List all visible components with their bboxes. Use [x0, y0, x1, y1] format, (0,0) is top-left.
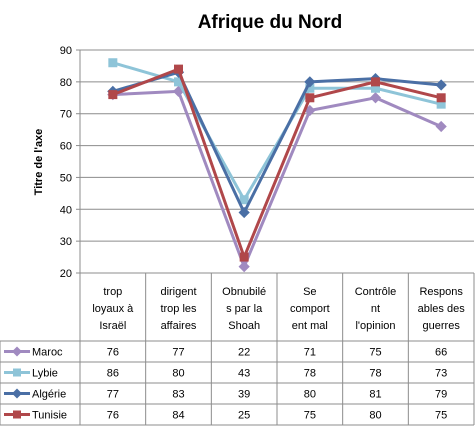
category-label: trop: [103, 286, 122, 298]
category-label: Israël: [99, 320, 126, 332]
y-tick-label: 20: [60, 268, 72, 280]
legend-marker: [13, 368, 21, 377]
data-point: [371, 83, 380, 93]
y-tick-label: 90: [60, 45, 72, 57]
table-cell-value: 80: [172, 368, 184, 380]
table-cell-value: 22: [238, 347, 250, 359]
table-cell-value: 71: [304, 347, 316, 359]
data-table: trop loyaux à Israël dirigent trop les affair…: [0, 273, 475, 426]
series-line: [112, 70, 442, 214]
legend-marker: [12, 346, 22, 357]
table-cell-value: 75: [304, 410, 316, 422]
legend-key: [4, 388, 30, 399]
table-cell-value: 25: [238, 410, 250, 422]
legend-key: [4, 410, 30, 419]
table-cell-value: 86: [107, 368, 119, 380]
data-point: [371, 77, 380, 87]
category-label: Respons: [419, 286, 463, 298]
legend-label: Maroc: [32, 347, 63, 359]
table-cell-value: 43: [238, 368, 250, 380]
legend-marker: [12, 388, 22, 399]
table-cell-value: 79: [435, 389, 447, 401]
table-cell-value: 73: [435, 368, 447, 380]
data-point: [239, 195, 249, 205]
y-tick-label: 40: [60, 204, 72, 216]
data-point: [108, 58, 118, 68]
table-cell-value: 78: [304, 368, 316, 380]
y-tick-label: 30: [60, 236, 72, 248]
category-label: l'opinion: [355, 320, 395, 332]
category-label: affaires: [161, 320, 197, 332]
data-point: [435, 79, 447, 91]
data-point: [305, 93, 315, 103]
table-cell-value: 75: [369, 347, 381, 359]
table-cell-value: 84: [172, 410, 184, 422]
legend-label: Algérie: [32, 389, 66, 401]
data-point: [174, 64, 183, 74]
table-cell-value: 39: [238, 389, 250, 401]
table-cell-value: 81: [369, 389, 381, 401]
table-cell-value: 76: [107, 347, 119, 359]
data-point: [238, 261, 250, 273]
category-label: ables des: [418, 303, 466, 315]
category-label: guerres: [423, 320, 461, 332]
data-point: [304, 76, 316, 88]
legend-marker: [13, 410, 21, 419]
legend-key: [4, 346, 30, 357]
y-tick-labels: 20 30 40 50 60 70 80 90: [60, 45, 72, 280]
data-point: [305, 83, 315, 93]
series-line: [112, 89, 442, 269]
y-tick-label: 60: [60, 141, 72, 153]
series-lines: [107, 58, 447, 273]
data-point: [239, 252, 249, 262]
data-point: [174, 77, 183, 87]
data-point: [436, 99, 446, 109]
data-point: [436, 93, 446, 103]
y-tick-label: 70: [60, 109, 72, 121]
data-point: [108, 90, 118, 100]
legend-label: Lybie: [32, 368, 58, 380]
legend-label: Tunisie: [32, 410, 67, 422]
category-label: nt: [371, 303, 380, 315]
data-point: [369, 92, 382, 104]
table-cell-value: 77: [172, 347, 184, 359]
category-label: Shoah: [228, 320, 260, 332]
data-point: [435, 120, 447, 133]
category-label: Obnubilé: [222, 286, 266, 298]
table-cell-value: 76: [107, 410, 119, 422]
table-cell-value: 75: [435, 410, 447, 422]
legend-key: [4, 368, 30, 377]
category-label: comport: [290, 303, 330, 315]
table-cell-value: 83: [172, 389, 184, 401]
table-cell-value: 80: [304, 389, 316, 401]
category-label: loyaux à: [92, 303, 134, 315]
table-cell-value: 78: [369, 368, 381, 380]
series-line: [112, 67, 442, 259]
category-label: Contrôle: [355, 286, 397, 298]
category-label: ent mal: [292, 320, 328, 332]
category-label: s par la: [226, 303, 263, 315]
table-cell-value: 77: [107, 389, 119, 401]
y-tick-label: 50: [60, 172, 72, 184]
category-label: trop les: [160, 303, 197, 315]
y-axis-label: Titre de l'axe: [33, 129, 45, 196]
chart-title: Afrique du Nord: [198, 12, 343, 33]
category-label: Se: [303, 286, 316, 298]
table-cell-value: 66: [435, 347, 447, 359]
data-point: [238, 206, 250, 219]
table-cell-value: 80: [369, 410, 381, 422]
y-tick-label: 80: [60, 77, 72, 89]
category-label: dirigent: [160, 286, 196, 298]
